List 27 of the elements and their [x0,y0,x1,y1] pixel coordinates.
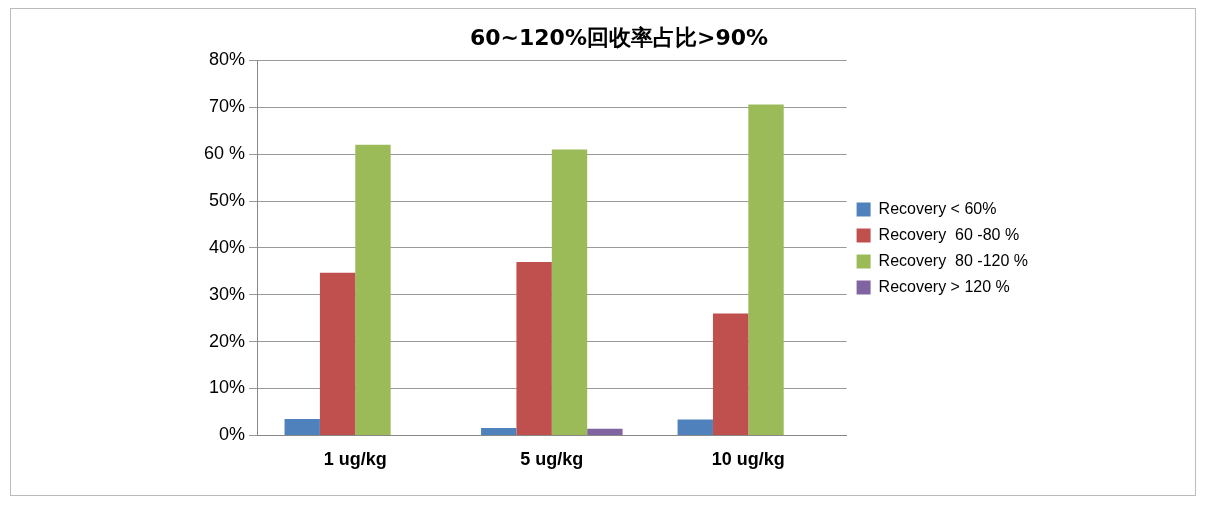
y-tick-label: 70% [209,96,246,117]
legend-label: Recovery 80 -120 % [878,251,1028,269]
bar [319,272,356,435]
x-tick-label: 1 ug/kg [323,449,387,470]
bar [516,261,552,435]
bar [748,104,784,435]
x-tick-label: 5 ug/kg [520,449,584,470]
bar [677,419,713,435]
bar [587,428,623,435]
bar [284,418,320,435]
y-tick-label: 30% [209,283,246,304]
y-tick-label: 60 % [204,143,246,164]
y-tick-label: 10% [209,377,246,398]
bar [355,144,391,435]
legend-label: Recovery > 120 % [878,277,1010,295]
bar [481,427,517,435]
bar [551,149,588,435]
legend-label: Recovery < 60% [878,199,997,217]
x-tick-label: 10 ug/kg [711,449,785,470]
y-tick-label: 0% [219,424,246,445]
y-tick-label: 40% [209,236,246,257]
y-tick-label: 80% [209,49,246,70]
y-tick-label: 50% [209,189,246,210]
legend-label: Recovery 60 -80 % [878,225,1020,243]
chart-title: 60~120%回收率占比>90% [469,24,769,50]
bar [712,313,749,435]
y-tick-label: 20% [209,330,246,351]
